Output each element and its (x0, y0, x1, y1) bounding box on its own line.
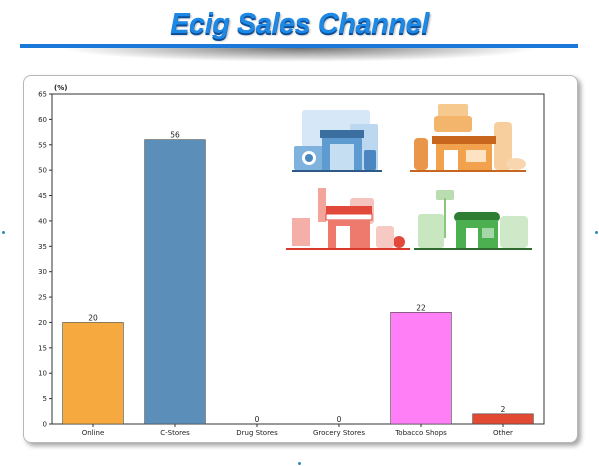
y-tick-label: 25 (38, 294, 47, 302)
data-label: 2 (501, 405, 506, 414)
bar (144, 139, 206, 425)
y-tick-label: 65 (38, 91, 47, 99)
title-underline (20, 44, 578, 48)
y-tick-label: 5 (43, 395, 47, 403)
data-label: 56 (170, 131, 180, 140)
y-tick-label: 60 (38, 116, 47, 124)
y-tick-label: 40 (38, 217, 47, 225)
y-tick-label: 10 (38, 370, 47, 378)
food-store-icon (410, 104, 526, 172)
x-tick-label: Other (493, 429, 513, 437)
y-tick-label: 0 (43, 421, 47, 429)
y-tick-label: 50 (38, 167, 47, 175)
bar (390, 312, 452, 425)
x-tick-label: Grocery Stores (313, 429, 365, 437)
x-tick-label: Tobacco Shops (394, 429, 447, 437)
edge-marker (595, 231, 598, 234)
y-tick-label: 30 (38, 268, 47, 276)
edge-marker (2, 231, 5, 234)
plot-frame (51, 93, 545, 425)
data-label: 0 (337, 415, 342, 424)
y-unit-label: (%) (54, 84, 67, 92)
title-shadow (60, 48, 540, 62)
page-title: Ecig Sales Channel (170, 8, 429, 40)
y-tick-label: 55 (38, 141, 47, 149)
y-tick-label: 15 (38, 344, 47, 352)
y-tick-label: 45 (38, 192, 47, 200)
edge-marker (298, 462, 301, 465)
y-tick-label: 35 (38, 243, 47, 251)
data-label: 22 (416, 303, 426, 312)
electronics-store-icon (292, 110, 382, 172)
gift-shop-icon (286, 188, 410, 250)
data-label: 0 (255, 415, 260, 424)
x-tick-label: C-Stores (160, 429, 190, 437)
garden-store-icon (414, 190, 532, 250)
y-tick-label: 20 (38, 319, 47, 327)
x-tick-label: Drug Stores (236, 429, 278, 437)
x-tick-label: Online (82, 429, 105, 437)
bar (472, 413, 534, 425)
data-label: 20 (88, 313, 98, 322)
bar (62, 322, 124, 425)
chart-panel: (%) 0 5 10 15 20 25 30 35 40 45 50 55 60 65 Online C-Sto… (23, 75, 578, 443)
